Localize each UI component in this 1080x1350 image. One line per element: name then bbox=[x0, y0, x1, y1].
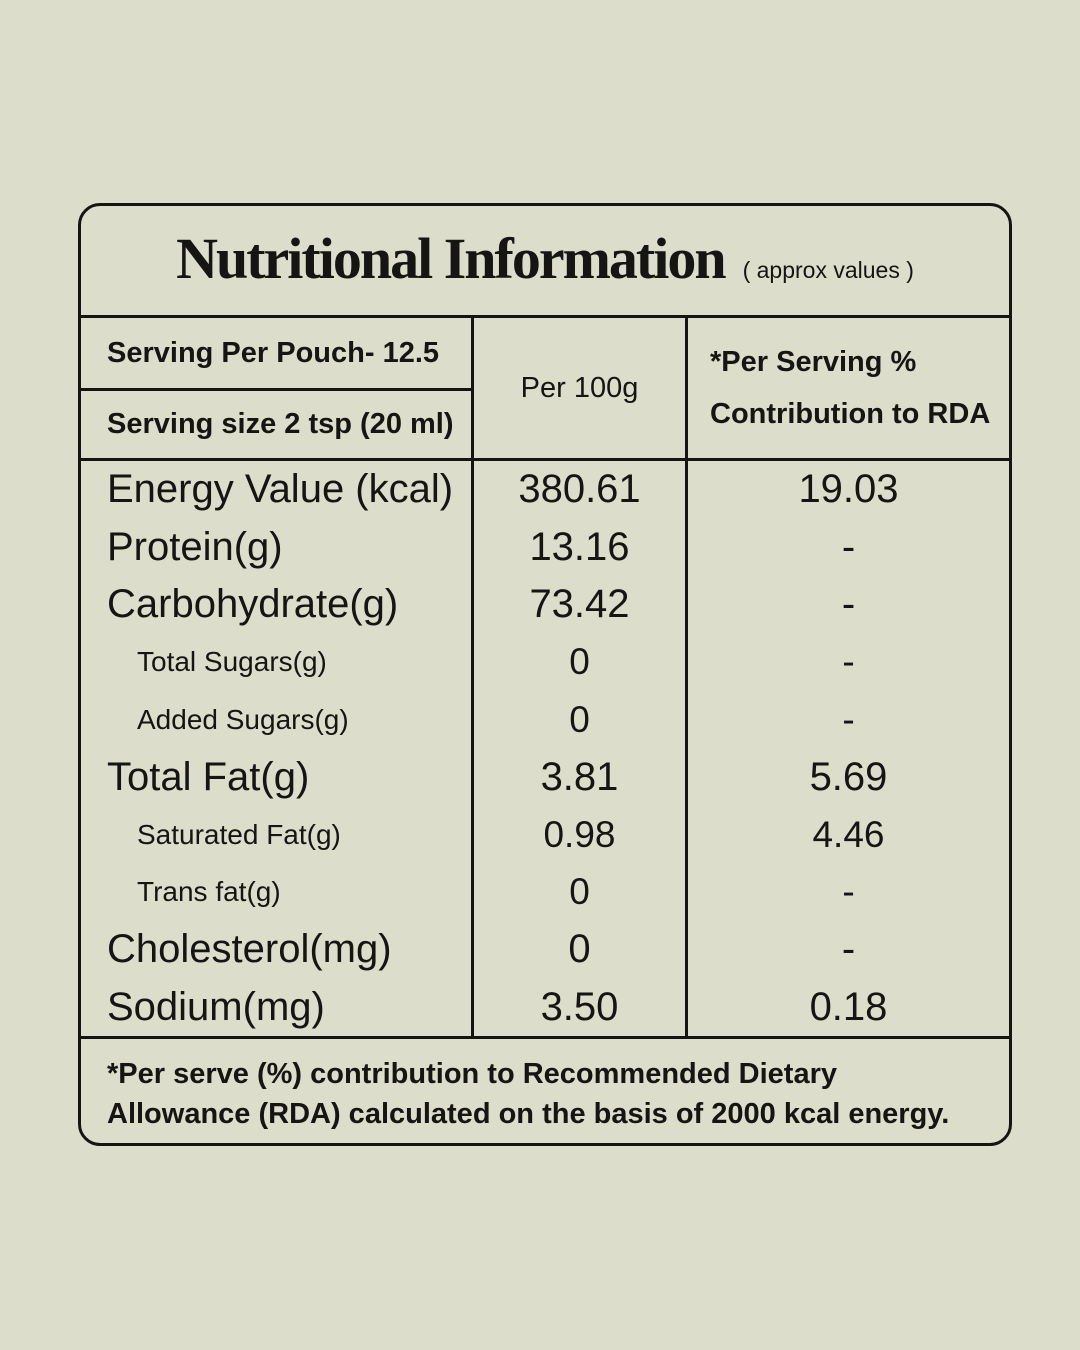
rda-value-text: 0.18 bbox=[809, 984, 888, 1029]
table-row-total-sugars: Total Sugars(g) 0 - bbox=[81, 633, 1009, 692]
nutrient-label: Saturated Fat(g) bbox=[81, 806, 474, 864]
rda-footnote: *Per serve (%) contribution to Recommend… bbox=[81, 1036, 1009, 1143]
per-100g-value: 0.98 bbox=[474, 806, 688, 864]
per-100g-value-text: 0 bbox=[569, 698, 590, 740]
nutrient-label-text: Saturated Fat(g) bbox=[137, 818, 341, 850]
nutrient-label-text: Trans fat(g) bbox=[137, 876, 281, 908]
nutrient-label-text: Added Sugars(g) bbox=[137, 703, 349, 735]
per-100g-value-text: 3.81 bbox=[540, 754, 619, 799]
serving-size-cell: Serving size 2 tsp (20 ml) bbox=[81, 391, 471, 458]
approx-values-note: ( approx values ) bbox=[742, 257, 914, 283]
per-100g-value: 3.50 bbox=[474, 978, 688, 1036]
per-100g-value: 0 bbox=[474, 921, 688, 979]
nutrient-label: Cholesterol(mg) bbox=[81, 921, 474, 979]
per-100g-value-text: 380.61 bbox=[518, 467, 641, 512]
per-100g-value-text: 73.42 bbox=[529, 582, 630, 627]
rda-value-text: - bbox=[841, 582, 856, 627]
table-row-cholesterol: Cholesterol(mg) 0 - bbox=[81, 921, 1009, 979]
per-100g-value: 0 bbox=[474, 691, 688, 749]
rda-value: - bbox=[688, 921, 1009, 979]
nutrition-title: Nutritional Information bbox=[176, 226, 726, 291]
nutrient-label: Sodium(mg) bbox=[81, 978, 474, 1036]
nutrient-label: Carbohydrate(g) bbox=[81, 576, 474, 634]
per-100g-value: 380.61 bbox=[474, 461, 688, 519]
per-100g-header-label: Per 100g bbox=[520, 371, 639, 404]
per-100g-value-text: 3.50 bbox=[540, 984, 619, 1029]
rda-value-text: - bbox=[841, 927, 856, 972]
per-100g-value: 0 bbox=[474, 633, 688, 691]
rda-header-line2: Contribution to RDA bbox=[710, 398, 991, 430]
nutrient-label: Total Sugars(g) bbox=[81, 633, 474, 691]
rda-value: 0.18 bbox=[688, 979, 1009, 1037]
serving-per-pouch-cell: Serving Per Pouch- 12.5 bbox=[81, 318, 471, 391]
rda-value-text: - bbox=[841, 524, 856, 569]
serving-per-pouch-label: Serving Per Pouch- 12.5 bbox=[107, 336, 440, 369]
table-row-total-fat: Total Fat(g) 3.81 5.69 bbox=[81, 748, 1009, 807]
title-row: Nutritional Information ( approx values … bbox=[81, 206, 1009, 315]
table-row-energy: Energy Value (kcal) 380.61 19.03 bbox=[81, 461, 1009, 519]
serving-size-label: Serving size 2 tsp (20 ml) bbox=[107, 408, 454, 440]
nutrient-label: Energy Value (kcal) bbox=[81, 461, 474, 519]
nutrition-table-body: Energy Value (kcal) 380.61 19.03 Protein… bbox=[81, 458, 1009, 1036]
table-row-sodium: Sodium(mg) 3.50 0.18 bbox=[81, 978, 1009, 1037]
rda-value-text: - bbox=[842, 641, 855, 683]
per-100g-value: 73.42 bbox=[474, 576, 688, 634]
nutrition-facts-card: Nutritional Information ( approx values … bbox=[78, 203, 1012, 1146]
rda-header-cell: *Per Serving % Contribution to RDA bbox=[688, 318, 1009, 458]
nutrient-label: Protein(g) bbox=[81, 518, 474, 576]
nutrient-label: Total Fat(g) bbox=[81, 748, 474, 806]
nutrient-label-text: Protein(g) bbox=[107, 524, 283, 569]
nutrient-label-text: Carbohydrate(g) bbox=[107, 582, 399, 627]
per-100g-value-text: 0 bbox=[569, 641, 590, 683]
rda-value-text: - bbox=[842, 698, 855, 740]
rda-value-text: 4.46 bbox=[812, 813, 885, 855]
nutrient-label: Added Sugars(g) bbox=[81, 691, 474, 749]
rda-value: - bbox=[688, 864, 1009, 922]
per-100g-header-cell: Per 100g bbox=[474, 318, 688, 458]
rda-value-text: - bbox=[842, 871, 855, 913]
nutrient-label-text: Total Fat(g) bbox=[107, 754, 310, 799]
nutrient-label: Trans fat(g) bbox=[81, 863, 474, 921]
per-100g-value-text: 0.98 bbox=[543, 813, 616, 855]
rda-value: 4.46 bbox=[688, 806, 1009, 864]
rda-value: - bbox=[688, 576, 1009, 634]
nutrient-label-text: Energy Value (kcal) bbox=[107, 467, 454, 512]
table-row-carbohydrate: Carbohydrate(g) 73.42 - bbox=[81, 576, 1009, 634]
rda-value: 19.03 bbox=[688, 461, 1009, 519]
per-100g-value-text: 0 bbox=[569, 871, 590, 913]
table-header: Serving Per Pouch- 12.5 Serving size 2 t… bbox=[81, 315, 1009, 458]
serving-header-column: Serving Per Pouch- 12.5 Serving size 2 t… bbox=[81, 318, 474, 458]
rda-footnote-text: *Per serve (%) contribution to Recommend… bbox=[107, 1058, 950, 1130]
rda-value-text: 19.03 bbox=[798, 467, 899, 512]
rda-value: - bbox=[688, 519, 1009, 577]
per-100g-value: 0 bbox=[474, 863, 688, 921]
table-row-trans-fat: Trans fat(g) 0 - bbox=[81, 863, 1009, 922]
nutrient-label-text: Cholesterol(mg) bbox=[107, 927, 392, 972]
nutrient-label-text: Sodium(mg) bbox=[107, 984, 325, 1029]
rda-value: - bbox=[688, 634, 1009, 692]
per-100g-value: 3.81 bbox=[474, 748, 688, 806]
per-100g-value: 13.16 bbox=[474, 518, 688, 576]
nutrient-label-text: Total Sugars(g) bbox=[137, 646, 327, 678]
rda-value-text: 5.69 bbox=[809, 754, 888, 799]
table-row-protein: Protein(g) 13.16 - bbox=[81, 518, 1009, 577]
per-100g-value-text: 13.16 bbox=[529, 524, 630, 569]
table-row-saturated-fat: Saturated Fat(g) 0.98 4.46 bbox=[81, 806, 1009, 864]
per-100g-value-text: 0 bbox=[568, 927, 591, 972]
rda-header-line1: *Per Serving % bbox=[710, 346, 917, 378]
rda-value: 5.69 bbox=[688, 749, 1009, 807]
rda-value: - bbox=[688, 691, 1009, 749]
table-row-added-sugars: Added Sugars(g) 0 - bbox=[81, 691, 1009, 749]
